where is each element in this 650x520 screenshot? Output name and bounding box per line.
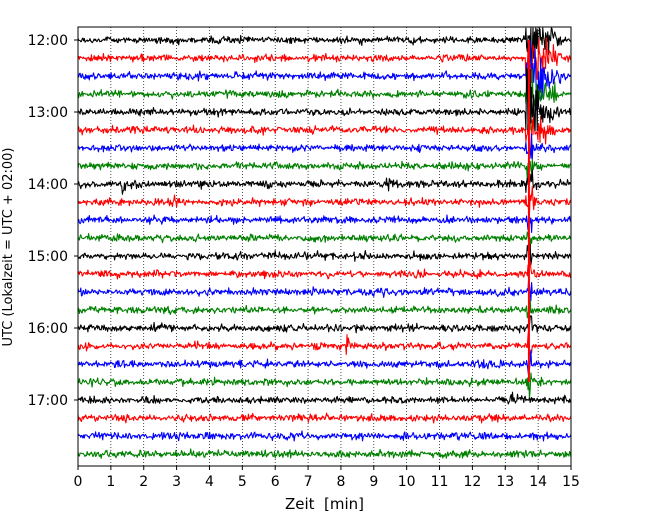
x-tick-label: 7: [304, 474, 313, 490]
y-tick-label: 17:00: [28, 393, 68, 409]
y-tick-label: 13:00: [28, 105, 68, 121]
seismic-trace-13: [77, 261, 572, 282]
seismic-trace-20: [77, 391, 572, 405]
seismic-trace-19: [77, 372, 572, 400]
x-tick-label: 6: [271, 474, 280, 490]
x-axis-label: Zeit [min]: [285, 495, 364, 513]
y-tick-label: 14:00: [28, 177, 68, 193]
x-axis-ticks: 0 1 2 3 4 5 6 7 8 9 10 11 12 13 14 15: [74, 466, 580, 490]
y-axis-label: UTC (Lokalzeit = UTC + 02:00): [1, 148, 16, 347]
x-tick-label: 9: [369, 474, 378, 490]
seismic-trace-2: [77, 40, 572, 111]
seismic-trace-11: [77, 231, 572, 247]
x-tick-label: 4: [205, 474, 214, 490]
seismic-trace-0: [77, 27, 572, 83]
y-tick-label: 15:00: [28, 249, 68, 265]
y-axis-ticks: 12:00 13:00 14:00 15:00 16:00 17:00: [28, 33, 78, 409]
y-tick-label: 16:00: [28, 321, 68, 337]
seismic-trace-14: [77, 276, 572, 302]
seismic-trace-12: [77, 243, 572, 267]
seismic-trace-21: [77, 412, 572, 424]
seismic-trace-6: [77, 133, 572, 160]
seismic-trace-8: [77, 165, 572, 195]
seismic-trace-22: [77, 430, 572, 442]
grid-lines: [110, 27, 539, 466]
x-tick-label: 13: [496, 474, 514, 490]
seismic-trace-5: [77, 114, 572, 155]
plot-area-background: [78, 27, 571, 466]
y-tick-label: 12:00: [28, 33, 68, 49]
x-tick-label: 15: [562, 474, 580, 490]
seismic-trace-16: [78, 315, 572, 334]
seismic-trace-17: [77, 328, 572, 357]
seismic-trace-3: [77, 68, 572, 131]
x-tick-label: 5: [238, 474, 247, 490]
seismic-trace-4: [77, 67, 572, 132]
seismic-trace-15: [77, 299, 572, 319]
x-tick-label: 2: [139, 474, 148, 490]
x-tick-label: 0: [74, 474, 83, 490]
plot-frame: [77, 26, 572, 467]
x-tick-label: 14: [529, 474, 547, 490]
x-tick-label: 10: [398, 474, 416, 490]
seismic-trace-18: [77, 349, 572, 377]
seismic-trace-10: [77, 214, 571, 234]
x-tick-label: 1: [106, 474, 115, 490]
seismic-traces: [77, 27, 572, 459]
x-tick-label: 12: [463, 474, 481, 490]
seismic-trace-23: [77, 448, 572, 459]
seismic-trace-1: [77, 37, 572, 83]
x-tick-label: 11: [431, 474, 449, 490]
x-tick-label: 3: [172, 474, 181, 490]
seismic-trace-7: [77, 158, 572, 182]
x-tick-label: 8: [336, 474, 345, 490]
seismic-trace-9: [77, 186, 572, 216]
